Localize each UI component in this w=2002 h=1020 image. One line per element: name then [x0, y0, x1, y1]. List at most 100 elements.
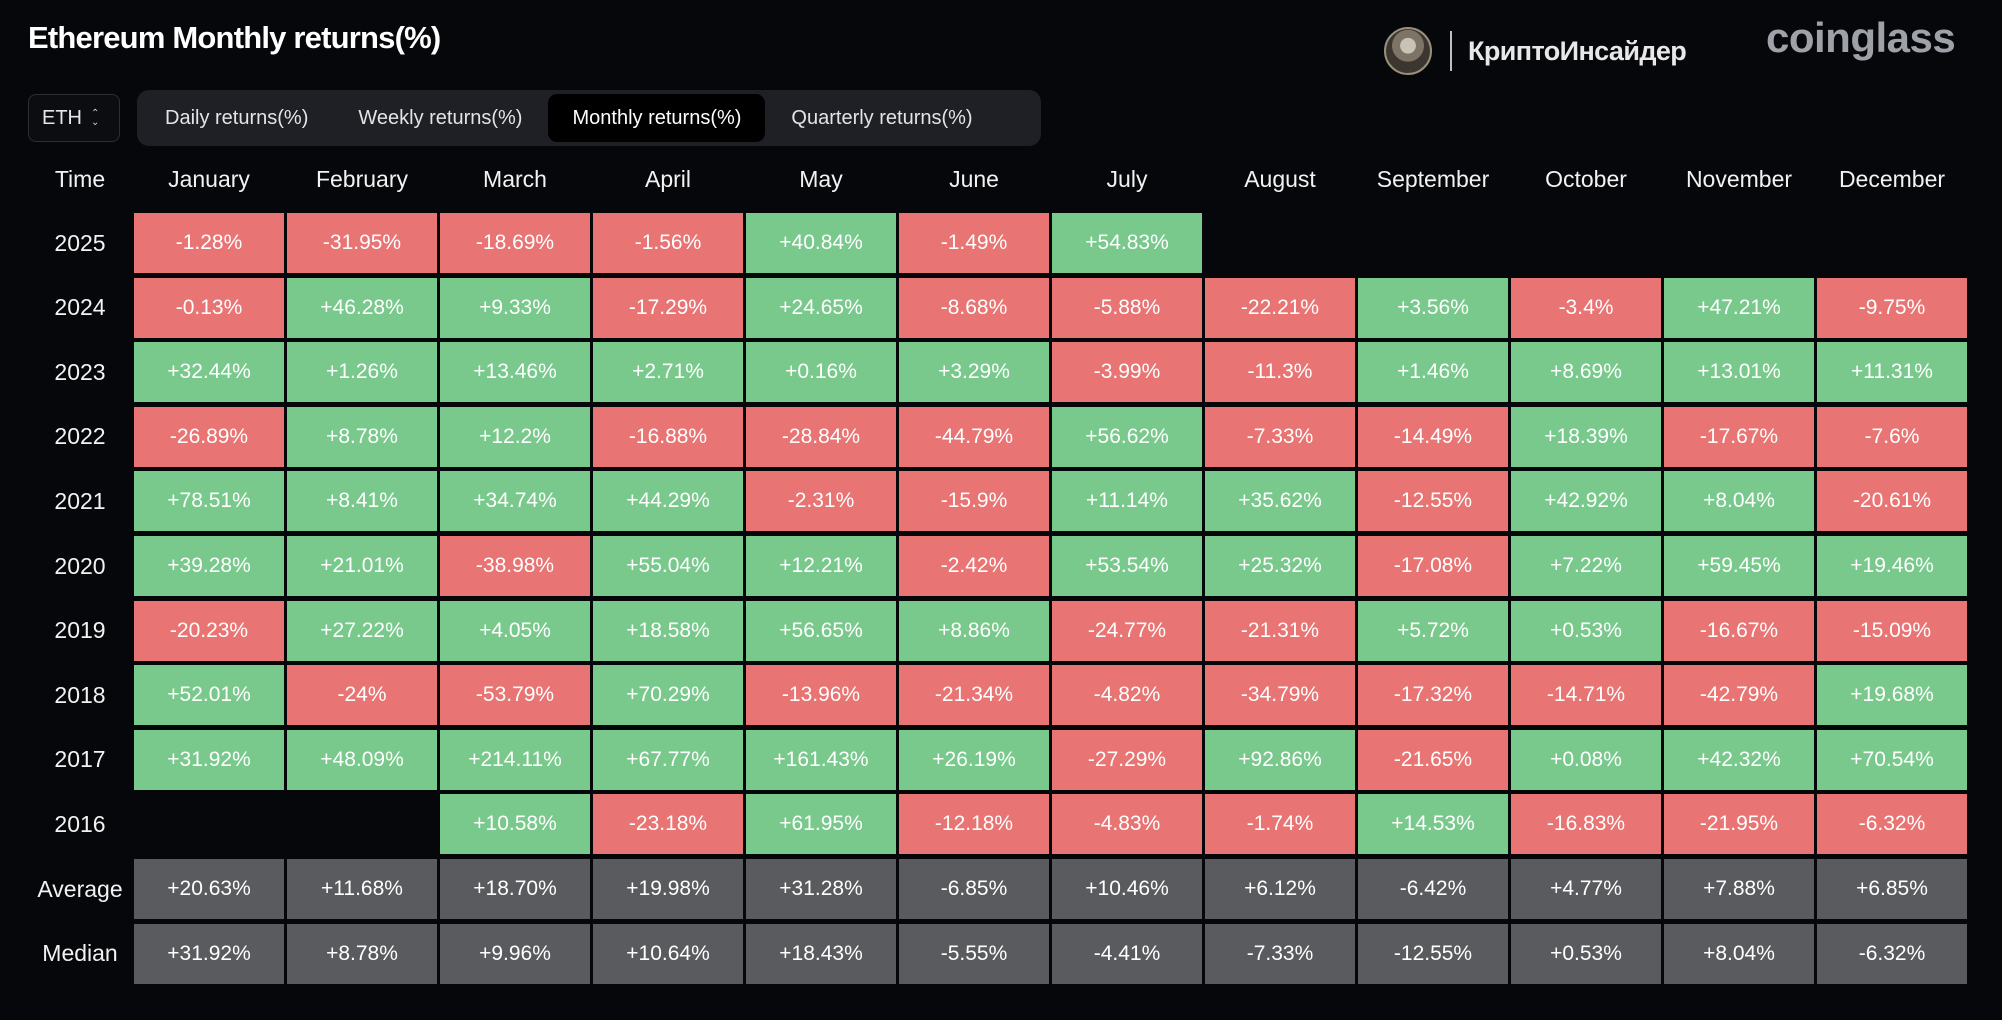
summary-cell: -6.32%	[1817, 923, 1967, 984]
asset-select[interactable]: ETH ⌃ ⌄	[28, 94, 120, 142]
return-cell: +42.32%	[1664, 729, 1814, 790]
return-cell: -6.32%	[1817, 794, 1967, 855]
summary-cell: -6.42%	[1358, 859, 1508, 919]
return-cell: +214.11%	[440, 729, 590, 790]
return-cell: +39.28%	[134, 536, 284, 596]
return-cell: +8.04%	[1664, 471, 1814, 532]
return-cell: +9.33%	[440, 277, 590, 338]
return-cell: +0.16%	[746, 342, 896, 403]
return-cell: -9.75%	[1817, 277, 1967, 338]
return-cell: -4.82%	[1052, 665, 1202, 726]
page-title: Ethereum Monthly returns(%)	[28, 20, 441, 55]
return-cell: -17.08%	[1358, 536, 1508, 596]
return-cell: +61.95%	[746, 794, 896, 855]
return-cell: +70.54%	[1817, 729, 1967, 790]
return-cell: -53.79%	[440, 665, 590, 726]
return-cell: -17.32%	[1358, 665, 1508, 726]
summary-cell: +31.28%	[746, 859, 896, 919]
channel-brand: КриптоИнсайдер	[1384, 25, 1687, 77]
summary-label-median: Median	[42, 940, 118, 967]
return-cell: +54.83%	[1052, 213, 1202, 273]
summary-cell: +18.43%	[746, 923, 896, 984]
return-cell: +11.31%	[1817, 342, 1967, 403]
tab-weekly-returns[interactable]: Weekly returns(%)	[358, 106, 523, 129]
return-cell: +59.45%	[1664, 536, 1814, 596]
return-cell: +78.51%	[134, 471, 284, 532]
return-cell: +8.86%	[899, 600, 1049, 661]
month-header-december: December	[1838, 165, 1946, 192]
tab-monthly-returns[interactable]: Monthly returns(%)	[548, 94, 766, 142]
summary-cell: +11.68%	[287, 859, 437, 919]
summary-cell: +10.64%	[593, 923, 743, 984]
return-cell: +0.08%	[1511, 729, 1661, 790]
return-cell: +92.86%	[1205, 729, 1355, 790]
return-cell: -42.79%	[1664, 665, 1814, 726]
return-cell: -16.88%	[593, 406, 743, 467]
return-cell: -22.21%	[1205, 277, 1355, 338]
return-cell: -38.98%	[440, 536, 590, 596]
month-header-april: April	[644, 165, 691, 192]
return-cell: -3.4%	[1511, 277, 1661, 338]
tab-daily-returns[interactable]: Daily returns(%)	[165, 106, 309, 129]
return-cell: -21.31%	[1205, 600, 1355, 661]
return-cell: +67.77%	[593, 729, 743, 790]
return-cell: +11.14%	[1052, 471, 1202, 532]
month-header-september: September	[1376, 165, 1490, 192]
return-cell: +52.01%	[134, 665, 284, 726]
return-cell: +32.44%	[134, 342, 284, 403]
return-cell: +4.05%	[440, 600, 590, 661]
return-cell: +46.28%	[287, 277, 437, 338]
summary-cell: +7.88%	[1664, 859, 1814, 919]
return-cell: -7.33%	[1205, 406, 1355, 467]
return-cell: -1.74%	[1205, 794, 1355, 855]
year-label-2017: 2017	[54, 746, 106, 773]
return-cell: +3.56%	[1358, 277, 1508, 338]
return-cell: -1.56%	[593, 213, 743, 273]
return-cell: -3.99%	[1052, 342, 1202, 403]
return-cell: +1.26%	[287, 342, 437, 403]
return-cell: -18.69%	[440, 213, 590, 273]
summary-cell: +6.85%	[1817, 859, 1967, 919]
return-cell: +19.46%	[1817, 536, 1967, 596]
summary-cell: +20.63%	[134, 859, 284, 919]
summary-label-average: Average	[37, 875, 123, 902]
summary-cell: +6.12%	[1205, 859, 1355, 919]
month-header-july: July	[1106, 165, 1148, 192]
return-cell: -12.55%	[1358, 471, 1508, 532]
return-cell: +35.62%	[1205, 471, 1355, 532]
month-header-october: October	[1545, 165, 1627, 192]
coinglass-logo: coinglass	[1766, 14, 1956, 61]
return-cell: +12.2%	[440, 406, 590, 467]
year-label-2021: 2021	[54, 487, 106, 514]
return-cell: -2.31%	[746, 471, 896, 532]
year-label-2020: 2020	[54, 552, 106, 579]
return-cell: +56.62%	[1052, 406, 1202, 467]
return-cell: -8.68%	[899, 277, 1049, 338]
return-cell: -4.83%	[1052, 794, 1202, 855]
return-cell: -28.84%	[746, 406, 896, 467]
tab-quarterly-returns[interactable]: Quarterly returns(%)	[791, 106, 973, 129]
summary-cell: -12.55%	[1358, 923, 1508, 984]
year-label-2018: 2018	[54, 681, 106, 708]
return-cell: +8.41%	[287, 471, 437, 532]
time-column-header: Time	[54, 165, 106, 192]
month-header-march: March	[483, 165, 547, 192]
summary-cell: +8.04%	[1664, 923, 1814, 984]
return-cell: +0.53%	[1511, 600, 1661, 661]
return-cell: -17.67%	[1664, 406, 1814, 467]
summary-cell: +18.70%	[440, 859, 590, 919]
channel-name: КриптоИнсайдер	[1468, 35, 1687, 66]
return-cell: -16.83%	[1511, 794, 1661, 855]
return-cell: -23.18%	[593, 794, 743, 855]
year-label-2022: 2022	[54, 423, 106, 450]
return-cell: -44.79%	[899, 406, 1049, 467]
summary-cell: +9.96%	[440, 923, 590, 984]
year-label-2019: 2019	[54, 617, 106, 644]
month-header-february: February	[315, 165, 409, 192]
month-header-august: August	[1244, 165, 1316, 192]
return-cell: +47.21%	[1664, 277, 1814, 338]
summary-cell: +19.98%	[593, 859, 743, 919]
month-header-june: June	[949, 165, 999, 192]
return-cell: +1.46%	[1358, 342, 1508, 403]
return-cell: -14.49%	[1358, 406, 1508, 467]
